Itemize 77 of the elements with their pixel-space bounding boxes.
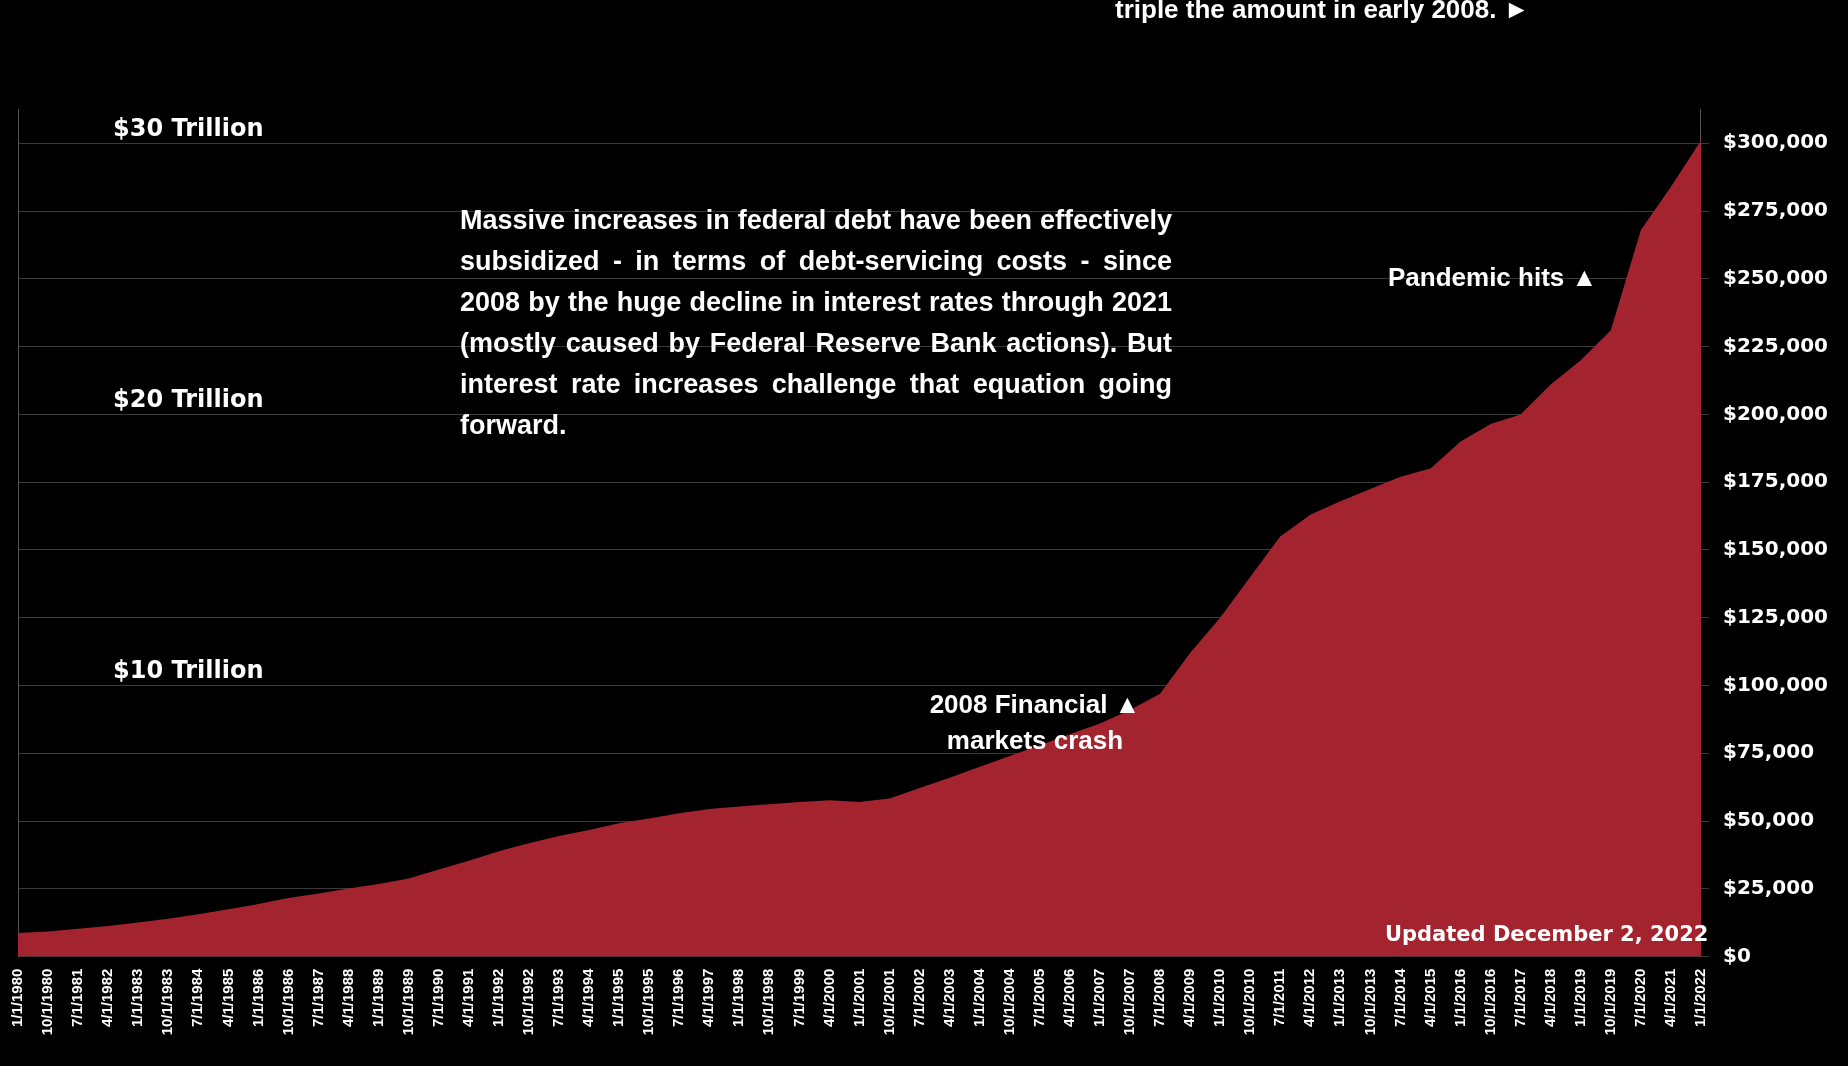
x-tick-label: 7/1/1993	[549, 968, 567, 1027]
x-tick-label: 7/1/2017	[1510, 968, 1528, 1027]
x-tick-label: 7/1/2011	[1270, 968, 1288, 1027]
y2-tick-label: $10 Trillion	[113, 655, 264, 684]
x-tick-label: 4/1/2021	[1661, 968, 1679, 1027]
annotation: Pandemic hits ▲	[1388, 262, 1598, 293]
y2-tick-label: $30 Trillion	[113, 113, 264, 142]
x-tick-label: 10/1/1989	[398, 968, 416, 1036]
x-tick-label: 1/1/1992	[488, 968, 506, 1027]
annotation: 2008 Financial ▲ markets crash	[928, 688, 1142, 757]
x-tick-label: 10/1/2010	[1240, 968, 1258, 1036]
x-tick-label: 4/1/1991	[458, 968, 476, 1027]
y-tick-label: $150,000	[1722, 536, 1829, 561]
y-tick-label: $250,000	[1722, 265, 1829, 290]
x-tick-label: 7/1/2008	[1150, 968, 1168, 1027]
x-tick-label: 7/1/1987	[308, 968, 326, 1027]
x-tick-label: 7/1/2002	[909, 968, 927, 1027]
x-tick-label: 4/1/2003	[939, 968, 957, 1027]
y-tick-label: $50,000	[1722, 807, 1815, 832]
x-tick-label: 10/1/1980	[38, 968, 56, 1036]
x-tick-label: 10/1/2004	[999, 967, 1017, 1036]
x-tick-label: 1/1/2007	[1090, 968, 1108, 1027]
x-tick-label: 1/1/2022	[1691, 968, 1709, 1027]
y-tick-label: $75,000	[1722, 739, 1815, 764]
x-tick-label: 7/1/1999	[789, 968, 807, 1027]
x-tick-label: 7/1/2014	[1390, 967, 1408, 1027]
y-tick-label: $300,000	[1722, 129, 1829, 154]
x-tick-label: 4/1/2000	[819, 968, 837, 1027]
x-tick-label: 10/1/2001	[879, 968, 897, 1036]
x-tick-label: 1/1/1995	[609, 968, 627, 1027]
x-tick-label: 4/1/1985	[218, 968, 236, 1027]
x-tick-label: 10/1/1992	[519, 968, 537, 1036]
y2-tick-label: $20 Trillion	[113, 384, 264, 413]
x-tick-label: 7/1/2020	[1631, 968, 1649, 1027]
x-tick-label: 1/1/2004	[969, 967, 987, 1027]
x-tick-label: 1/1/2001	[849, 968, 867, 1027]
y-tick-label: $175,000	[1722, 468, 1829, 493]
x-tick-label: 7/1/1996	[669, 968, 687, 1027]
annotation: Massive increases in federal debt have been effectively subsidized - in terms of debt-servicing costs - since 2008 by the huge decline in interest rates through 2021 (mostly caused by Federal Reserve Bank actions). But interest rate increases challenge that equation going forward.	[460, 204, 1172, 442]
x-tick-label: 4/1/1994	[579, 967, 597, 1027]
x-tick-label: 1/1/1998	[729, 968, 747, 1027]
x-tick-label: 1/1/2013	[1330, 968, 1348, 1027]
x-tick-label: 4/1/2009	[1180, 968, 1198, 1027]
y-tick-label: $0	[1722, 942, 1751, 967]
x-tick-label: 4/1/2018	[1540, 968, 1558, 1027]
x-tick-label: 1/1/1983	[128, 968, 146, 1027]
text: triple the amount in early 2008. ►	[1115, 0, 1530, 25]
x-tick-label: 10/1/2016	[1480, 968, 1498, 1036]
x-tick-label: 4/1/1988	[338, 968, 356, 1027]
y-tick-label: $200,000	[1722, 400, 1829, 425]
y-tick-label: $275,000	[1722, 197, 1829, 222]
x-tick-label: 10/1/1995	[639, 968, 657, 1036]
y-tick-label: $100,000	[1722, 671, 1829, 696]
x-tick-label: 10/1/2013	[1360, 968, 1378, 1036]
x-tick-label: 1/1/1986	[248, 968, 266, 1027]
x-tick-label: 7/1/2005	[1029, 968, 1047, 1027]
x-tick-label: 7/1/1990	[428, 968, 446, 1027]
y-tick-label: $25,000	[1722, 875, 1815, 900]
x-tick-label: 10/1/2007	[1120, 968, 1138, 1036]
y-tick-label: $125,000	[1722, 603, 1829, 628]
x-tick-label: 4/1/1982	[98, 968, 116, 1027]
x-tick-label: 1/1/1980	[8, 968, 26, 1027]
y-tick-label: $225,000	[1722, 332, 1829, 357]
x-tick-label: 10/1/1983	[158, 968, 176, 1036]
x-tick-label: 1/1/2019	[1570, 968, 1588, 1027]
x-tick-label: 1/1/2010	[1210, 968, 1228, 1027]
x-tick-label: 7/1/1981	[68, 968, 86, 1027]
x-tick-label: 10/1/1998	[759, 968, 777, 1036]
x-tick-label: 4/1/1997	[699, 968, 717, 1027]
x-tick-label: 1/1/2016	[1450, 968, 1468, 1027]
x-tick-label: 7/1/1984	[188, 967, 206, 1027]
x-tick-label: 4/1/2015	[1420, 968, 1438, 1027]
x-tick-label: 10/1/2019	[1600, 968, 1618, 1036]
x-tick-label: 10/1/1986	[278, 968, 296, 1036]
x-tick-label: 4/1/2006	[1060, 968, 1078, 1027]
x-tick-label: 1/1/1989	[368, 968, 386, 1027]
x-tick-label: 4/1/2012	[1300, 968, 1318, 1027]
